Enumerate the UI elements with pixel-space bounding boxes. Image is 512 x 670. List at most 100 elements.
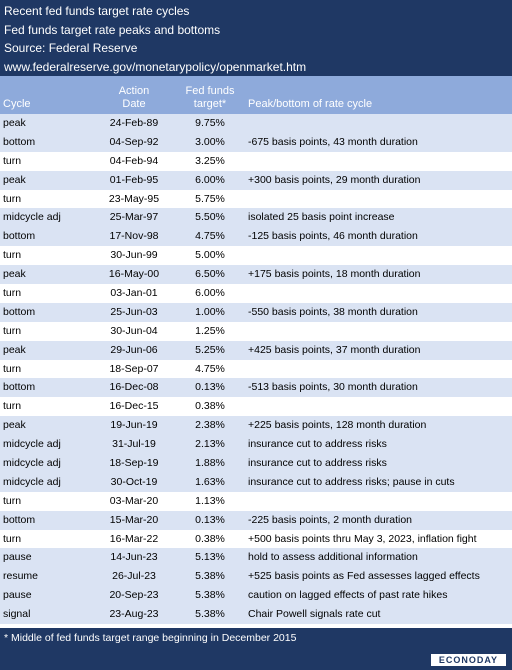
description: +500 basis points thru May 3, 2023, infl…: [248, 532, 477, 545]
target-rate: 5.00%: [195, 249, 225, 262]
description: insurance cut to address risks: [248, 438, 387, 451]
target-rate: 1.25%: [195, 324, 225, 337]
table-row: peak 01-Feb-95 6.00% +300 basis points, 29 …: [0, 170, 512, 190]
footnote: * Middle of fed funds target range begin…: [4, 632, 297, 644]
target-rate: 1.00%: [195, 305, 225, 318]
target-rate: 5.75%: [195, 192, 225, 205]
cycle: bottom: [3, 381, 36, 394]
table-row: pause 20-Sep-23 5.38% caution on lagged eff…: [0, 586, 512, 606]
action-date: 18-Sep-19: [109, 457, 159, 470]
description: -675 basis points, 43 month duration: [248, 135, 418, 148]
cycle: turn: [3, 249, 22, 262]
cycle: turn: [3, 400, 22, 413]
target-rate: 0.38%: [195, 400, 225, 413]
table-row: turn 23-May-95 5.75%: [0, 190, 512, 209]
action-date: 01-Feb-95: [109, 173, 159, 186]
cycle: midcycle adj: [3, 211, 61, 224]
cycle: turn: [3, 154, 22, 167]
cycle: bottom: [3, 135, 36, 148]
action-date: 03-Mar-20: [109, 494, 159, 507]
column-title: Cycle: [3, 98, 31, 110]
header-line: Source: Federal Reserve: [4, 41, 138, 55]
target-rate: 6.00%: [195, 287, 225, 300]
cycle: bottom: [3, 230, 36, 243]
action-date: 31-Jul-19: [112, 438, 156, 451]
description: -225 basis points, 2 month duration: [248, 513, 413, 526]
action-date: 30-Oct-19: [110, 475, 158, 488]
target-rate: 5.25%: [195, 343, 225, 356]
action-date: 26-Jul-23: [112, 570, 156, 583]
cycle: peak: [3, 173, 26, 186]
action-date: 29-Jun-06: [110, 343, 158, 356]
target-rate: 1.88%: [195, 457, 225, 470]
cycle: turn: [3, 287, 22, 300]
action-date: 18-Sep-07: [109, 362, 159, 375]
action-date: 30-Jun-99: [110, 249, 158, 262]
description: insurance cut to address risks; pause in…: [248, 475, 455, 488]
table-row: turn 16-Dec-15 0.38%: [0, 397, 512, 416]
description: insurance cut to address risks: [248, 457, 387, 470]
cycle: midcycle adj: [3, 475, 61, 488]
table-row: turn 30-Jun-99 5.00%: [0, 246, 512, 265]
target-rate: 6.00%: [195, 173, 225, 186]
cycle: pause: [3, 551, 32, 564]
description: hold to assess additional information: [248, 551, 418, 564]
target-rate: 2.38%: [195, 419, 225, 432]
table-row: turn 04-Feb-94 3.25%: [0, 152, 512, 171]
action-date: 25-Mar-97: [109, 211, 159, 224]
target-rate: 4.75%: [195, 362, 225, 375]
target-rate: 2.13%: [195, 438, 225, 451]
cycle: turn: [3, 532, 22, 545]
action-date: 20-Sep-23: [109, 589, 159, 602]
target-rate: 3.00%: [195, 135, 225, 148]
action-date: 03-Jan-01: [110, 287, 158, 300]
target-rate: 1.13%: [195, 494, 225, 507]
action-date: 24-Feb-89: [109, 117, 159, 129]
action-date: 16-Dec-08: [109, 381, 159, 394]
table-row: midcycle adj 30-Oct-19 1.63% insurance cut …: [0, 472, 512, 492]
description: -125 basis points, 46 month duration: [248, 230, 418, 243]
target-rate: 3.25%: [195, 154, 225, 167]
description: +300 basis points, 29 month duration: [248, 173, 421, 186]
description: -550 basis points, 38 month duration: [248, 305, 418, 318]
column-title: Fed funds target*: [185, 85, 235, 110]
action-date: 16-Mar-22: [109, 532, 159, 545]
table-row: midcycle adj 31-Jul-19 2.13% insurance cut …: [0, 435, 512, 455]
header-line: Recent fed funds target rate cycles: [4, 4, 190, 18]
header: Recent fed funds target rate cycles Fed f…: [0, 0, 512, 76]
target-rate: 4.75%: [195, 230, 225, 243]
target-rate: 1.63%: [195, 475, 225, 488]
target-rate: 0.13%: [195, 381, 225, 394]
table-row: turn 30-Jun-04 1.25%: [0, 322, 512, 341]
action-date: 17-Nov-98: [109, 230, 159, 243]
footer: * Middle of fed funds target range begin…: [0, 628, 512, 670]
description: caution on lagged effects of past rate h…: [248, 589, 448, 602]
description: +425 basis points, 37 month duration: [248, 343, 421, 356]
logo: ECONODAY: [430, 654, 506, 666]
target-rate: 5.38%: [195, 570, 225, 583]
target-rate: 0.38%: [195, 532, 225, 545]
table-row: pause 14-Jun-23 5.13% hold to assess additi…: [0, 548, 512, 568]
target-rate: 9.75%: [195, 117, 225, 129]
action-date: 16-Dec-15: [109, 400, 159, 413]
table-row: signal 23-Aug-23 5.38% Chair Powell signals…: [0, 605, 512, 625]
table-row: peak 29-Jun-06 5.25% +425 basis points, 37 …: [0, 340, 512, 360]
table-row: turn 16-Mar-22 0.38% +500 basis points thru…: [0, 530, 512, 549]
action-date: 19-Jun-19: [110, 419, 158, 432]
table-body: peak 24-Feb-89 9.75% bottom 04-Sep-92 3.00% -6…: [0, 114, 512, 625]
table-row: midcycle adj 25-Mar-97 5.50% isolated 25 ba…: [0, 208, 512, 228]
action-date: 30-Jun-04: [110, 324, 158, 337]
header-line: Fed funds target rate peaks and bottoms: [4, 22, 221, 37]
target-rate: 6.50%: [195, 268, 225, 281]
header-line: www.federalreserve.gov/monetarypolicy/op…: [4, 59, 307, 74]
cycle: midcycle adj: [3, 438, 61, 451]
cycle: peak: [3, 419, 26, 432]
description: -513 basis points, 30 month duration: [248, 381, 418, 394]
description: +225 basis points, 128 month duration: [248, 419, 427, 432]
table-row: midcycle adj 18-Sep-19 1.88% insurance cut …: [0, 454, 512, 473]
target-rate: 0.13%: [195, 513, 225, 526]
table-row: bottom 16-Dec-08 0.13% -513 basis points, 3…: [0, 378, 512, 398]
cycle: pause: [3, 589, 32, 602]
action-date: 25-Jun-03: [110, 305, 158, 318]
